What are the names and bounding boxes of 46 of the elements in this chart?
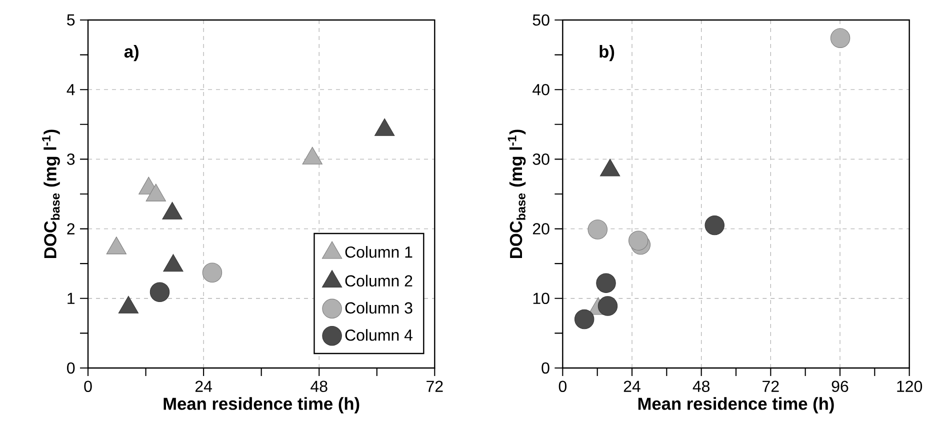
point [162, 202, 182, 220]
legend-label: Column 3 [345, 302, 412, 314]
x-tick-label: 120 [897, 380, 922, 392]
x-tick-label: 96 [832, 380, 848, 392]
x-tick-label: 72 [762, 380, 779, 392]
y-axis-title: DOC$_{base}$ (mg l$^{-1}$) [508, 130, 526, 258]
x-tick-label: 72 [426, 380, 443, 392]
point [118, 296, 139, 314]
x-axis-title: Mean residence time (h) [164, 397, 360, 414]
x-tick-label: 24 [624, 380, 640, 392]
legend-label: Column 1 [345, 246, 412, 258]
y-tick-label: 0 [67, 362, 75, 374]
point [596, 273, 616, 293]
point [588, 220, 608, 240]
x-tick-label: 0 [84, 380, 92, 392]
annotation: a) [124, 44, 138, 62]
point [598, 296, 618, 316]
y-tick-label: 2 [67, 223, 74, 234]
y-tick-label: 10 [533, 292, 550, 304]
y-tick-label: 40 [532, 84, 550, 96]
x-axis-title: Mean residence time (h) [638, 397, 834, 414]
y-tick-label: 3 [67, 154, 75, 165]
point [146, 184, 166, 202]
y-tick-label: 1 [68, 292, 75, 304]
point [163, 254, 184, 272]
point [830, 28, 850, 48]
point [574, 309, 594, 330]
x-tick-label: 48 [692, 380, 710, 392]
x-tick-label: 48 [310, 380, 328, 392]
point [106, 236, 126, 254]
annotation: b) [600, 44, 614, 62]
y-axis-title: DOC$_{base}$ (mg l$^{-1}$) [42, 130, 60, 258]
point [302, 146, 322, 164]
y-tick-label: 50 [532, 14, 550, 26]
y-tick-label: 4 [66, 84, 75, 96]
y-tick-label: 20 [532, 223, 550, 234]
point [628, 230, 648, 250]
legend-label: Column 2 [345, 274, 412, 287]
x-tick-label: 24 [195, 380, 212, 392]
point [374, 118, 395, 136]
y-tick-label: 30 [532, 154, 550, 165]
legend-label: Column 4 [345, 329, 412, 341]
y-tick-label: 5 [67, 14, 75, 26]
y-tick-label: 0 [542, 362, 550, 374]
x-tick-label: 0 [558, 380, 567, 392]
point [704, 215, 724, 236]
